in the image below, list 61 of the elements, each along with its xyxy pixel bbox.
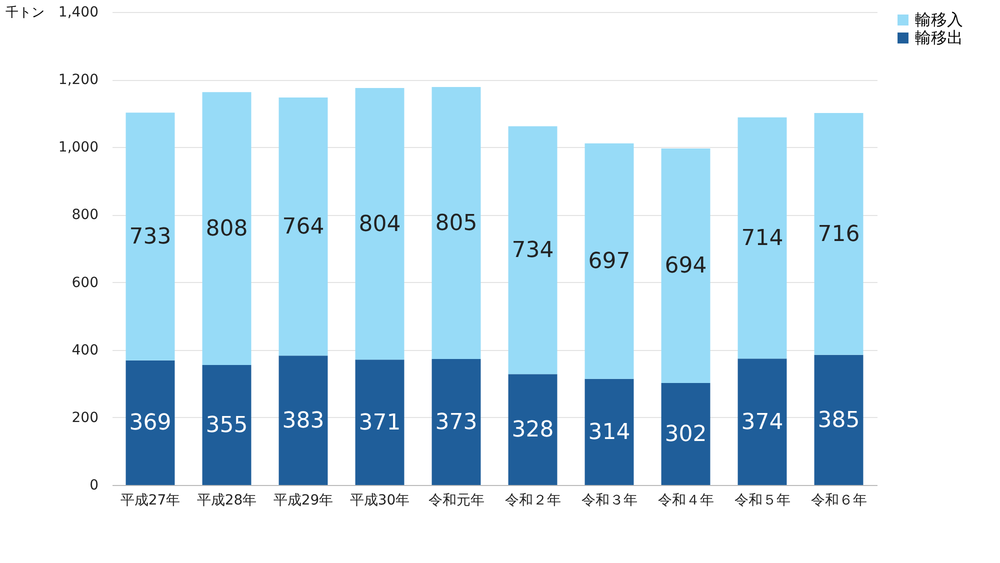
data-label: 804 [358, 212, 401, 237]
data-label: 385 [818, 408, 860, 433]
bar [661, 382, 710, 485]
y-tick-label: 1,400 [58, 4, 98, 20]
x-tick-label: 平成28年 [196, 492, 257, 508]
data-label: 302 [664, 422, 707, 447]
bar [202, 365, 252, 485]
data-label: 716 [818, 222, 860, 247]
bar [355, 88, 404, 360]
bar [814, 354, 864, 485]
data-label: 808 [206, 216, 248, 242]
bar [584, 143, 634, 379]
x-tick-label: 平成29年 [273, 492, 334, 508]
y-axis-title: 千トン [6, 6, 44, 20]
data-label: 374 [741, 410, 784, 435]
data-label: 369 [129, 410, 172, 436]
y-tick-label: 600 [72, 274, 98, 291]
bar [278, 356, 328, 485]
data-label: 371 [358, 410, 401, 436]
legend-label: 輸移出 [915, 28, 963, 47]
data-label: 764 [282, 214, 324, 240]
data-label: 314 [588, 420, 630, 445]
x-tick-label: 令和４年 [658, 492, 714, 508]
x-tick-label: 令和元年 [428, 492, 484, 508]
x-tick-label: 平成30年 [350, 492, 410, 508]
bar [814, 113, 864, 355]
bar [738, 358, 787, 485]
bar [584, 378, 634, 485]
x-tick-label: 令和５年 [734, 492, 790, 508]
bar [508, 126, 558, 374]
bar [432, 358, 481, 485]
data-label: 328 [512, 418, 554, 443]
legend-label: 輸移入 [915, 10, 963, 29]
data-label: 805 [435, 210, 478, 236]
bar [202, 92, 252, 366]
data-label: 714 [741, 226, 784, 252]
x-tick-label: 令和３年 [581, 492, 638, 508]
data-label: 697 [588, 249, 630, 274]
y-tick-label: 400 [72, 342, 98, 358]
data-label: 373 [435, 410, 478, 435]
bar [661, 148, 710, 383]
x-tick-label: 令和６年 [810, 492, 867, 508]
x-tick-label: 平成27年 [120, 492, 180, 508]
bar [508, 374, 558, 485]
data-label: 694 [664, 254, 707, 279]
bar [432, 87, 481, 359]
data-label: 733 [129, 224, 172, 250]
data-label: 383 [282, 408, 324, 434]
y-tick-label: 0 [90, 478, 98, 494]
y-tick-label: 1,000 [58, 140, 98, 156]
bar [355, 360, 404, 485]
bar [738, 117, 787, 359]
data-label: 355 [206, 413, 248, 438]
x-tick-label: 令和２年 [504, 492, 561, 508]
y-tick-label: 800 [72, 207, 98, 224]
y-tick-label: 1,200 [58, 72, 98, 88]
bar [126, 360, 175, 485]
y-tick-label: 200 [72, 410, 98, 426]
data-label: 734 [512, 238, 554, 264]
bar [278, 97, 328, 356]
bar [126, 112, 175, 360]
